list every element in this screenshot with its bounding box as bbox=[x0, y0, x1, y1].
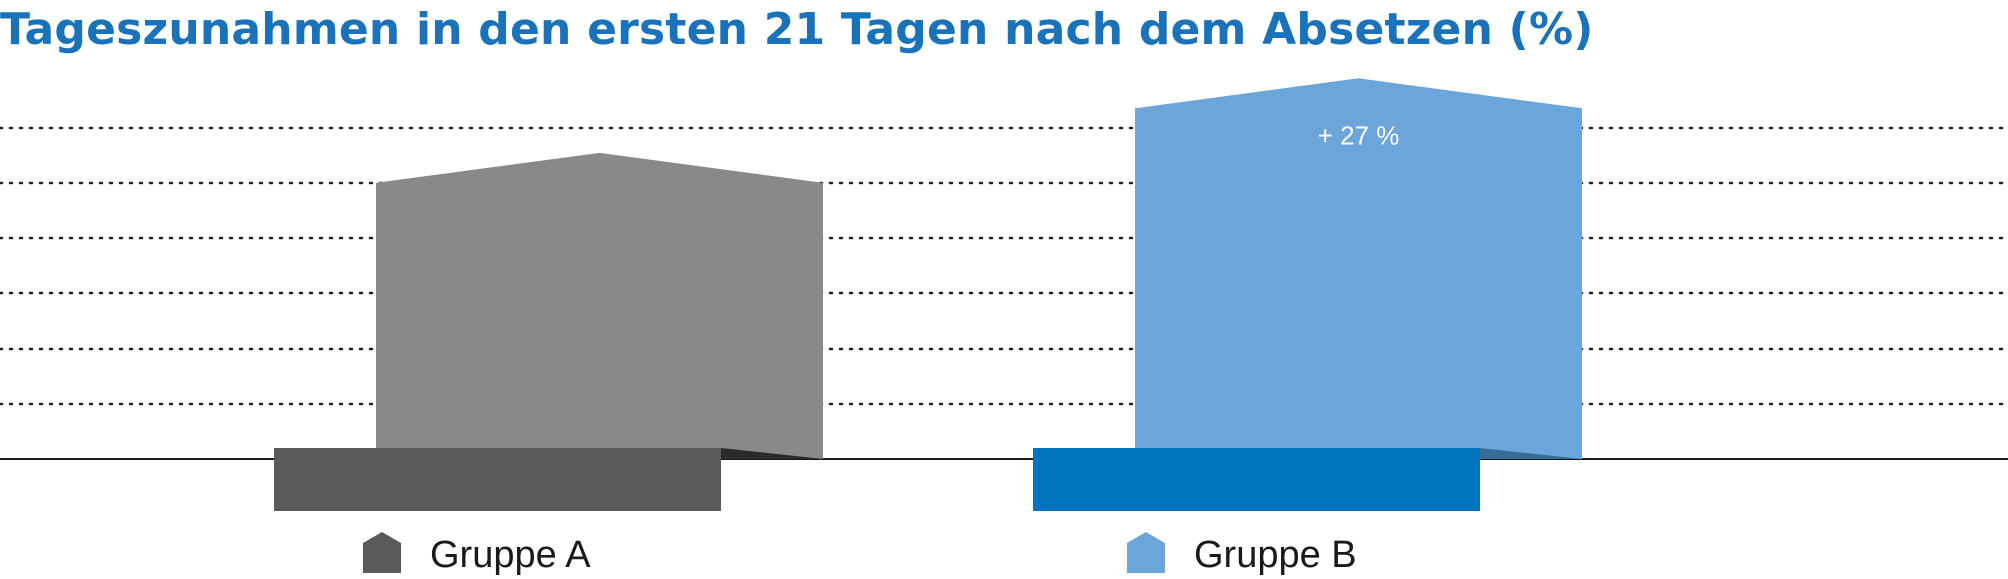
chart-title: Tageszunahmen in den ersten 21 Tagen nac… bbox=[0, 4, 1594, 55]
bar-fold-shadow bbox=[721, 448, 823, 459]
legend: Gruppe A Gruppe B bbox=[363, 532, 1357, 576]
bar-fold-shadow bbox=[1480, 448, 1582, 459]
legend-marker-icon bbox=[363, 532, 401, 573]
legend-label: Gruppe B bbox=[1194, 534, 1357, 576]
bar-data-label: + 27 % bbox=[1318, 120, 1400, 150]
bar-1 bbox=[274, 152, 823, 511]
bar-base-block bbox=[274, 448, 721, 511]
gridlines bbox=[0, 126, 2008, 406]
legend-marker-icon bbox=[1127, 532, 1165, 573]
bar-top-panel bbox=[1135, 78, 1582, 460]
bar-base-block bbox=[1033, 448, 1480, 511]
bar-2: + 27 % bbox=[1033, 78, 1582, 511]
legend-label: Gruppe A bbox=[430, 534, 591, 576]
bars: + 27 % bbox=[274, 78, 1582, 511]
bar-top-panel bbox=[376, 152, 823, 459]
